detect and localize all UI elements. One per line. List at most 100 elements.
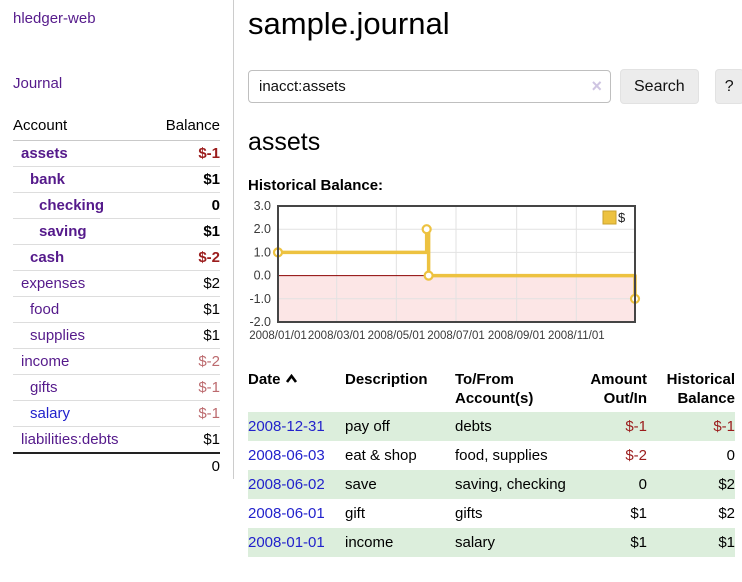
transaction-amount: $1 — [630, 505, 647, 522]
x-tick-label: 2008/11/01 — [548, 330, 605, 342]
transaction-accounts: gifts — [455, 505, 483, 522]
transaction-balance: $-1 — [713, 418, 735, 435]
transaction-description: income — [345, 534, 394, 551]
x-tick-label: 2008/01/01 — [249, 330, 307, 342]
transaction-balance: $2 — [718, 476, 735, 493]
y-tick-label: 0.0 — [254, 269, 271, 283]
transaction-accounts: debts — [455, 418, 492, 435]
transaction-balance: 0 — [726, 447, 735, 464]
account-heading: assets — [248, 128, 321, 156]
accounts-total-row: 0 — [13, 452, 220, 479]
x-tick-label: 2008/09/01 — [488, 330, 546, 342]
account-balance: $-1 — [149, 400, 220, 427]
account-row: income $-2 — [13, 348, 220, 375]
data-point-marker[interactable] — [421, 224, 432, 235]
search-button[interactable]: Search — [620, 69, 699, 104]
register-row[interactable]: 2008-06-01 gift gifts $1 $2 — [248, 499, 735, 528]
account-row: saving $1 — [13, 218, 220, 245]
transaction-date-link[interactable]: 2008-06-02 — [248, 476, 325, 493]
data-point-marker[interactable] — [423, 270, 434, 281]
transaction-amount: 0 — [638, 476, 647, 493]
accounts-header-account: Account — [13, 114, 150, 141]
sidebar-item-journal[interactable]: Journal — [13, 75, 63, 92]
y-tick-label: 1.0 — [254, 245, 271, 259]
account-balance: $-2 — [149, 244, 220, 271]
register-row[interactable]: 2008-01-01 income salary $1 $1 — [248, 528, 735, 557]
account-row: checking 0 — [13, 192, 220, 219]
account-balance: $-1 — [149, 374, 220, 401]
transaction-balance: $2 — [718, 505, 735, 522]
x-tick-label: 2008/03/01 — [308, 330, 366, 342]
y-tick-label: -2.0 — [249, 315, 271, 329]
historical-balance-chart: -2.0 -1.0 0.0 1.0 2.0 3.0 2008/01/01 2008/03/01… — [248, 199, 742, 352]
transaction-amount: $1 — [630, 534, 647, 551]
transaction-description: pay off — [345, 418, 390, 435]
account-link-cash[interactable]: cash — [30, 249, 65, 266]
transaction-date-link[interactable]: 2008-12-31 — [248, 418, 325, 435]
accounts-table: Account Balance assets $-1 bank $1 checking 0… — [13, 114, 220, 479]
transaction-date-link[interactable]: 2008-06-03 — [248, 447, 325, 464]
main-content: sample.journal × Search ? assets Histori… — [234, 0, 742, 577]
register-row[interactable]: 2008-12-31 pay off debts $-1 $-1 — [248, 412, 735, 441]
account-link-income[interactable]: income — [21, 353, 70, 370]
accounts-total-value: 0 — [149, 452, 220, 479]
sidebar: hledger-web Journal Account Balance asse… — [0, 0, 234, 479]
account-link-checking[interactable]: checking — [39, 197, 105, 214]
transaction-description: gift — [345, 505, 366, 522]
register-header-accounts-line1: To/From — [455, 371, 514, 388]
transaction-accounts: salary — [455, 534, 496, 551]
transaction-amount: $-2 — [625, 447, 647, 464]
account-link-expenses[interactable]: expenses — [21, 275, 86, 292]
sort-ascending-icon — [285, 370, 298, 389]
x-tick-label: 2008/07/01 — [427, 330, 485, 342]
account-balance: $1 — [203, 431, 220, 448]
account-link-gifts[interactable]: gifts — [30, 379, 58, 396]
chart-plot-border — [277, 205, 636, 323]
register-header-accounts-line2: Account(s) — [455, 390, 534, 407]
y-tick-label: -1.0 — [249, 292, 271, 306]
register-header-date[interactable]: Date — [248, 366, 345, 412]
x-tick-label: 2008/05/01 — [368, 330, 426, 342]
register-header-date-label: Date — [248, 371, 281, 388]
account-row: food $1 — [13, 296, 220, 323]
register-header-balance-line2: Balance — [677, 390, 735, 407]
legend-label: $ — [618, 210, 626, 225]
account-row: assets $-1 — [13, 140, 220, 167]
transaction-accounts: saving, checking — [455, 476, 566, 493]
account-link-saving[interactable]: saving — [39, 223, 87, 240]
account-link-food[interactable]: food — [30, 301, 60, 318]
account-balance: $-1 — [149, 140, 220, 167]
register-header-row: Date Description To/From Account(s) Amou… — [248, 366, 735, 412]
help-button[interactable]: ? — [714, 69, 742, 104]
sidebar-nav: Journal — [13, 75, 220, 93]
app-title: hledger-web — [13, 10, 220, 28]
transaction-amount: $-1 — [625, 418, 647, 435]
transaction-description: save — [345, 476, 377, 493]
chart-canvas: -2.0 -1.0 0.0 1.0 2.0 3.0 2008/01/01 2008/03/01… — [249, 199, 641, 342]
transaction-description: eat & shop — [345, 447, 417, 464]
account-balance: $1 — [149, 322, 220, 349]
register-header-amount-line2: Out/In — [603, 390, 647, 407]
account-row: supplies $1 — [13, 322, 220, 349]
account-link-supplies[interactable]: supplies — [30, 327, 86, 344]
account-balance: $1 — [149, 166, 220, 193]
account-link-salary[interactable]: salary — [30, 405, 71, 422]
account-link-bank[interactable]: bank — [30, 171, 66, 188]
clear-search-icon[interactable]: × — [591, 76, 602, 96]
transaction-date-link[interactable]: 2008-01-01 — [248, 534, 325, 551]
account-row: cash $-2 — [13, 244, 220, 271]
register-header-balance-line1: Historical — [666, 371, 735, 388]
app-title-link[interactable]: hledger-web — [13, 10, 96, 27]
register-row[interactable]: 2008-06-02 save saving, checking 0 $2 — [248, 470, 735, 499]
page-title: sample.journal — [248, 6, 450, 41]
transaction-accounts: food, supplies — [455, 447, 548, 464]
account-link-liabilities-debts[interactable]: liabilities:debts — [21, 431, 119, 448]
transaction-date-link[interactable]: 2008-06-01 — [248, 505, 325, 522]
account-row: expenses $2 — [13, 270, 220, 297]
search-input[interactable] — [248, 70, 611, 103]
account-balance: $1 — [149, 296, 220, 323]
account-link-assets[interactable]: assets — [21, 145, 68, 162]
register-row[interactable]: 2008-06-03 eat & shop food, supplies $-2 0 — [248, 441, 735, 470]
account-balance: $1 — [149, 218, 220, 245]
